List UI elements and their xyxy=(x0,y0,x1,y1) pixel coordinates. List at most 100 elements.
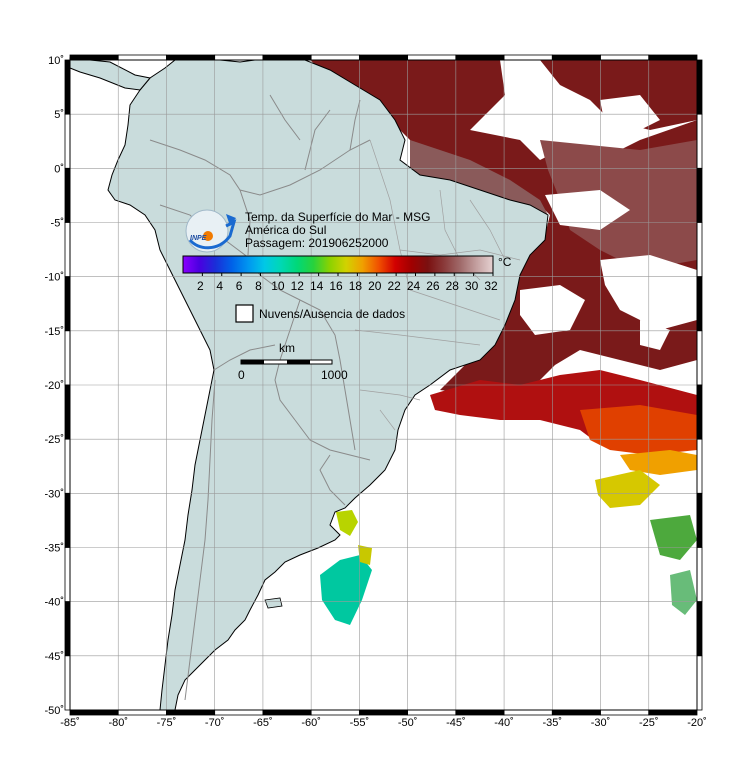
colorbar-tick-label: 2 xyxy=(197,279,204,293)
lat-tick-label: 10˚ xyxy=(48,55,64,67)
lon-tick-label: -30˚ xyxy=(591,717,611,729)
frame-segment xyxy=(503,709,553,716)
frame-segment xyxy=(69,54,119,61)
scale-end: 1000 xyxy=(321,368,348,382)
central-america-land xyxy=(69,57,151,91)
colorbar-tick-label: 16 xyxy=(329,279,343,293)
lat-tick-label: -35˚ xyxy=(44,543,64,555)
longitude-labels: -85˚ -80˚ -75˚ -70˚ -65˚ -60˚ -55˚ -50˚ -45˚ -40˚… xyxy=(60,717,707,729)
logo-text: INPE xyxy=(190,235,207,242)
colorbar-tick-label: 18 xyxy=(349,279,363,293)
map-region: América do Sul xyxy=(245,223,326,237)
lon-tick-label: -55˚ xyxy=(350,717,370,729)
frame-segment xyxy=(166,54,216,61)
frame-segment xyxy=(696,167,703,223)
frame-segment xyxy=(600,709,650,716)
colorbar-tick-label: 10 xyxy=(271,279,285,293)
frame-segment xyxy=(117,54,167,61)
lon-tick-label: -50˚ xyxy=(398,717,418,729)
colorbar-tick-label: 32 xyxy=(484,279,498,293)
frame-segment xyxy=(64,547,71,603)
frame-segment xyxy=(166,709,216,716)
falkland-islands xyxy=(264,597,283,609)
frame-segment xyxy=(64,492,71,548)
frame-segment xyxy=(696,59,703,115)
frame-segment xyxy=(64,113,71,169)
frame-segment xyxy=(696,222,703,278)
lat-tick-label: -45˚ xyxy=(44,651,64,663)
colorbar-tick-label: 26 xyxy=(426,279,440,293)
frame-segment xyxy=(64,276,71,332)
frame-segment xyxy=(64,330,71,386)
lon-tick-label: -60˚ xyxy=(301,717,321,729)
colorbar-tick-label: 8 xyxy=(255,279,262,293)
frame-segment xyxy=(407,709,457,716)
frame-segment xyxy=(503,54,553,61)
frame-segment xyxy=(696,547,703,603)
colorbar-tick-label: 30 xyxy=(465,279,479,293)
colorbar-tick-label: 14 xyxy=(310,279,324,293)
colorbar-tick-label: 4 xyxy=(216,279,223,293)
colorbar-tick-label: 24 xyxy=(407,279,421,293)
map-title: Temp. da Superfície do Mar - MSG xyxy=(245,210,430,224)
colorbar-tick-label: 20 xyxy=(368,279,382,293)
lon-tick-label: -80˚ xyxy=(108,717,128,729)
lon-tick-label: -25˚ xyxy=(639,717,659,729)
lat-tick-label: -20˚ xyxy=(44,380,64,392)
scale-start: 0 xyxy=(238,368,245,382)
scale-bar: km 0 1000 xyxy=(238,341,348,382)
lat-tick-label: -10˚ xyxy=(44,272,64,284)
frame-segment xyxy=(696,601,703,657)
frame-segment xyxy=(117,709,167,716)
colorbar-unit: °C xyxy=(498,255,512,269)
clouds-legend-swatch xyxy=(235,304,254,323)
lat-tick-label: -5˚ xyxy=(51,218,64,230)
frame-segment xyxy=(64,601,71,657)
lon-tick-label: -35˚ xyxy=(543,717,563,729)
frame-segment xyxy=(64,222,71,278)
lon-tick-label: -85˚ xyxy=(60,717,80,729)
colorbar-tick-label: 28 xyxy=(446,279,460,293)
lat-tick-label: 5˚ xyxy=(54,109,64,121)
frame-segment xyxy=(310,709,360,716)
frame-segment xyxy=(696,492,703,548)
lat-tick-label: 0˚ xyxy=(54,163,64,175)
lon-tick-label: -45˚ xyxy=(446,717,466,729)
colorbar-gradient xyxy=(182,255,494,274)
frame-segment xyxy=(696,276,703,332)
scale-unit: km xyxy=(279,341,295,355)
frame-segment xyxy=(696,438,703,494)
frame-segment xyxy=(262,709,312,716)
frame-segment xyxy=(262,54,312,61)
frame-segment xyxy=(358,709,409,716)
inpe-logo: INPE xyxy=(185,209,237,253)
colorbar xyxy=(182,255,494,274)
frame-segment xyxy=(407,54,457,61)
frame-segment xyxy=(648,709,698,716)
country-borders xyxy=(149,94,371,701)
frame-segment xyxy=(696,384,703,440)
frame-segment xyxy=(696,330,703,386)
frame-segment xyxy=(358,54,409,61)
map-pass: Passagem: 201906252000 xyxy=(245,236,389,250)
lon-tick-label: -20˚ xyxy=(687,717,707,729)
colorbar-tick-label: 6 xyxy=(236,279,243,293)
lat-tick-label: -25˚ xyxy=(44,434,64,446)
colorbar-tick-labels: 2 4 6 8 10 12 14 16 18 20 22 24 26 28 30 32 xyxy=(197,273,498,293)
frame-segment xyxy=(696,655,703,711)
frame-segment xyxy=(64,384,71,440)
frame-segment xyxy=(551,709,601,716)
lat-tick-label: -50˚ xyxy=(44,705,64,717)
lon-tick-label: -65˚ xyxy=(253,717,273,729)
lon-tick-label: -70˚ xyxy=(205,717,225,729)
frame-segment xyxy=(64,59,71,115)
lat-tick-label: -30˚ xyxy=(44,488,64,500)
frame-segment xyxy=(600,54,650,61)
latitude-labels: 10˚ 5˚ 0˚ -5˚ -10˚ -15˚ -20˚ -25˚ -30˚ -35˚ -40˚ -4… xyxy=(44,55,64,717)
lat-tick-label: -15˚ xyxy=(44,326,64,338)
frame-segment xyxy=(455,54,505,61)
frame-segment xyxy=(455,709,505,716)
frame-segment xyxy=(64,167,71,223)
frame-segment xyxy=(648,54,698,61)
